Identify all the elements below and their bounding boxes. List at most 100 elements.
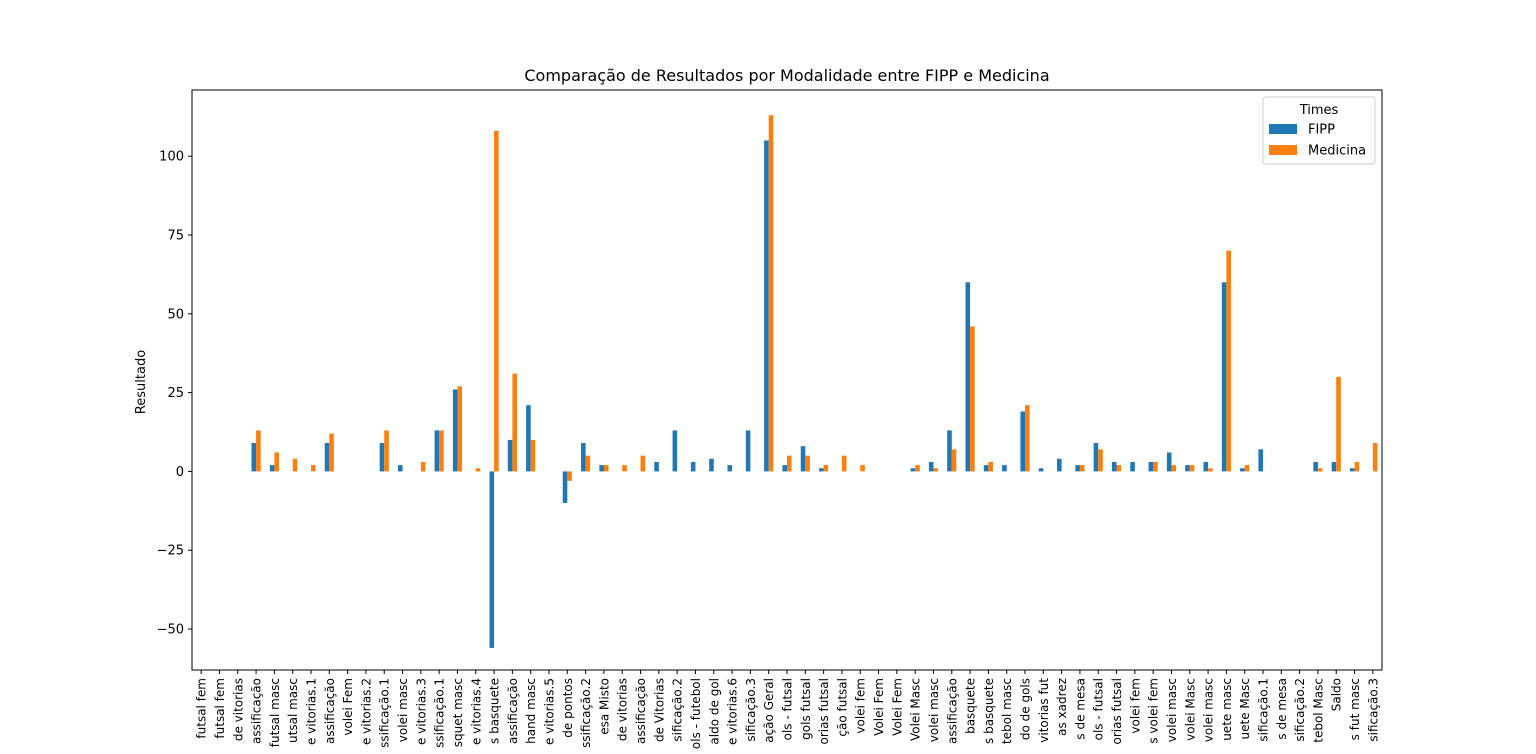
bar-fipp-40 <box>928 461 934 472</box>
bar-medicina-7 <box>329 433 334 472</box>
bar-fipp-45 <box>1020 411 1025 472</box>
bar-medicina-61 <box>1317 468 1323 472</box>
x-tick-label: ols - futsal <box>1092 678 1106 740</box>
x-tick-label: assificação <box>323 678 337 744</box>
bar-medicina-5 <box>292 458 298 472</box>
x-tick-label: sificação.3 <box>744 678 758 742</box>
x-tick-label: do de gols <box>1019 678 1033 740</box>
bar-medicina-50 <box>1116 465 1122 472</box>
bar-medicina-23 <box>622 465 627 472</box>
bar-fipp-50 <box>1111 461 1117 472</box>
bar-medicina-35 <box>841 455 847 472</box>
bar-fipp-17 <box>507 439 513 472</box>
bar-medicina-45 <box>1025 405 1030 472</box>
bar-medicina-34 <box>823 465 829 472</box>
x-tick-label: s volei fem <box>1147 678 1161 744</box>
bar-medicina-12 <box>420 461 426 472</box>
bar-fipp-13 <box>434 430 440 472</box>
bar-fipp-49 <box>1093 443 1099 472</box>
y-tick-label: 25 <box>167 386 184 401</box>
bar-fipp-44 <box>1002 465 1007 472</box>
bar-fipp-22 <box>599 465 604 472</box>
x-tick-label: sificação.1 <box>1257 678 1271 742</box>
x-tick-label: ols - futebol <box>689 678 703 749</box>
bar-medicina-18 <box>530 439 536 472</box>
x-tick-label: e vitorias.1 <box>305 678 319 745</box>
bar-medicina-54 <box>1189 465 1195 472</box>
x-tick-label: uete masc <box>1220 678 1234 741</box>
x-tick-label: volei masc <box>396 678 410 742</box>
x-tick-label: sificação.3 <box>1366 678 1380 742</box>
x-tick-label: orias futsal <box>817 678 831 745</box>
bar-medicina-24 <box>640 455 646 472</box>
bar-medicina-32 <box>787 455 792 472</box>
y-tick-label: −50 <box>157 623 184 638</box>
x-tick-label: de pontos <box>561 678 575 738</box>
x-tick-label: volei masc <box>1165 678 1179 742</box>
y-axis: −50 −25 0 25 50 75 100 <box>157 150 192 638</box>
bar-medicina-4 <box>274 452 279 472</box>
bar-fipp-52 <box>1148 461 1154 472</box>
bars-group <box>251 115 1378 648</box>
x-tick-label: volei fem <box>854 678 868 734</box>
bar-fipp-29 <box>727 465 733 472</box>
y-tick-label: 50 <box>167 307 184 322</box>
x-tick-label: ssificação.2 <box>579 678 593 748</box>
legend-label-medicina: Medicina <box>1308 144 1366 159</box>
bar-medicina-62 <box>1336 376 1341 472</box>
bar-fipp-33 <box>800 446 806 472</box>
bar-fipp-11 <box>397 465 403 472</box>
x-tick-label: aldo de gol <box>707 678 721 745</box>
x-tick-label: ação Geral <box>762 678 776 743</box>
bar-medicina-22 <box>603 465 609 472</box>
x-tick-label: Volei Masc <box>909 678 923 741</box>
y-tick-label: 0 <box>176 465 184 480</box>
bar-medicina-53 <box>1171 465 1177 472</box>
bar-medicina-49 <box>1098 449 1103 472</box>
bar-fipp-4 <box>269 465 275 472</box>
x-tick-label: volei fem <box>1128 678 1142 734</box>
legend: Times FIPP Medicina <box>1262 96 1376 165</box>
x-tick-label: assificação <box>506 678 520 744</box>
bar-medicina-39 <box>915 465 920 472</box>
x-tick-label: e vitorias.2 <box>359 678 373 745</box>
bar-fipp-26 <box>672 430 678 472</box>
x-tick-label: volei masc <box>927 678 941 742</box>
bar-fipp-27 <box>690 461 696 472</box>
bar-fipp-32 <box>782 465 787 472</box>
bar-fipp-43 <box>983 465 989 472</box>
bar-medicina-36 <box>860 465 865 472</box>
x-tick-label: futsal fem <box>213 678 227 739</box>
bar-fipp-61 <box>1313 461 1318 472</box>
y-axis-label: Resultado <box>134 350 149 414</box>
x-tick-label: tebol masc <box>1000 678 1014 744</box>
x-tick-label: gols futsal <box>799 678 813 740</box>
x-tick-label: volei Masc <box>1183 678 1197 741</box>
bar-fipp-63 <box>1349 468 1355 472</box>
y-tick-label: 100 <box>159 150 184 165</box>
bar-fipp-34 <box>819 468 824 472</box>
bar-medicina-41 <box>951 449 957 472</box>
x-tick-label: Volei Fem <box>890 678 904 736</box>
bar-medicina-48 <box>1079 465 1085 472</box>
x-tick-label: de vitorias <box>616 678 630 741</box>
bar-medicina-14 <box>457 386 463 472</box>
x-tick-label: uete Masc <box>1238 678 1252 739</box>
x-tick-label: assificação <box>945 678 959 744</box>
bar-fipp-48 <box>1075 465 1080 472</box>
legend-label-fipp: FIPP <box>1308 123 1335 138</box>
x-tick-label: esa Misto <box>597 678 611 735</box>
bar-fipp-16 <box>489 471 495 648</box>
bar-fipp-25 <box>654 461 659 472</box>
x-tick-label: de vitorias <box>231 678 245 741</box>
legend-swatch-fipp <box>1269 124 1297 134</box>
x-tick-label: assificação <box>250 678 264 744</box>
bar-fipp-62 <box>1331 461 1337 472</box>
x-tick-label: de Vitorias <box>652 678 666 742</box>
bar-medicina-56 <box>1226 250 1231 472</box>
x-tick-label: ssificação.1 <box>378 678 392 748</box>
x-axis: futsal fem futsal fem de vitorias assificaç… <box>195 670 1380 749</box>
x-tick-label: futsal fem <box>195 678 209 739</box>
x-tick-label: ols - futsal <box>781 678 795 740</box>
bar-fipp-56 <box>1221 282 1227 472</box>
